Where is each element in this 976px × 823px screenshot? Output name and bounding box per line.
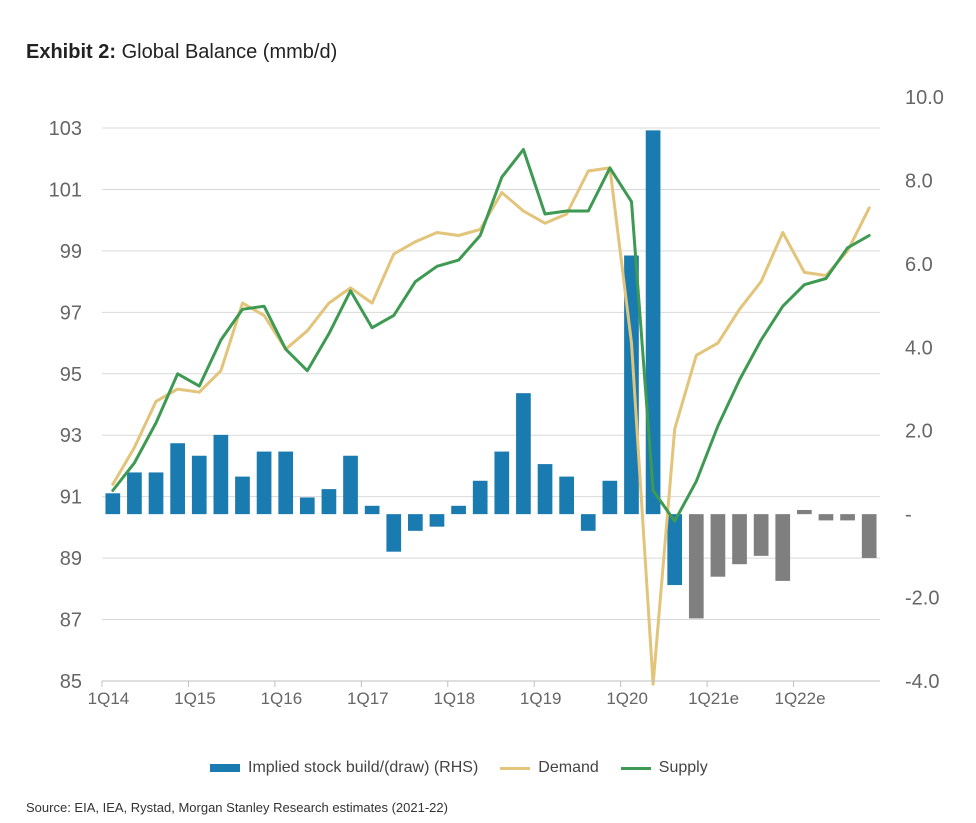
legend-label-demand: Demand xyxy=(538,759,599,776)
stock-build-bar xyxy=(213,434,229,515)
stock-build-bar xyxy=(408,514,423,531)
stock-build-bar xyxy=(321,489,337,515)
supply-line xyxy=(111,148,871,523)
legend-item-supply: Supply xyxy=(620,759,708,777)
stock-build-bar xyxy=(537,464,553,515)
x-tick-label: 1Q16 xyxy=(261,689,303,708)
exhibit-label: Exhibit 2: xyxy=(26,41,117,63)
y-right-tick-label: -2.0 xyxy=(905,588,939,610)
legend-label-supply: Supply xyxy=(658,759,708,776)
y-right-tick-label: - xyxy=(905,504,912,526)
x-tick-label: 1Q18 xyxy=(433,689,475,708)
y-left-tick-label: 85 xyxy=(60,671,82,693)
legend-label-stock: Implied stock build/(draw) (RHS) xyxy=(248,759,479,776)
gridlines xyxy=(102,127,880,682)
stock-build-bar xyxy=(840,514,855,521)
stock-build-bar xyxy=(472,480,488,515)
legend-swatch-demand xyxy=(500,766,531,770)
x-tick-label: 1Q21e xyxy=(688,689,739,708)
bar-series xyxy=(105,130,877,619)
stock-build-bar xyxy=(170,443,185,515)
stock-build-bar xyxy=(451,505,466,515)
stock-build-bar xyxy=(580,514,596,531)
stock-build-bar xyxy=(516,393,531,515)
stock-build-bar xyxy=(645,130,661,515)
legend-item-demand: Demand xyxy=(500,759,599,777)
x-tick-label: 1Q15 xyxy=(174,689,216,708)
x-tick-label: 1Q19 xyxy=(520,689,562,708)
stock-build-bar xyxy=(235,476,250,515)
x-tick-label: 1Q14 xyxy=(88,689,130,708)
stock-build-bar xyxy=(688,514,704,619)
stock-build-bar xyxy=(364,505,380,515)
stock-build-bar xyxy=(732,514,747,565)
stock-build-bar xyxy=(797,509,812,515)
y-right-tick-label: 8.0 xyxy=(905,170,933,192)
stock-build-bar xyxy=(299,497,315,515)
stock-build-bar xyxy=(775,514,791,581)
y-left-tick-label: 97 xyxy=(60,302,82,324)
source-note: Source: EIA, IEA, Rystad, Morgan Stanley… xyxy=(26,800,448,815)
x-tick-label: 1Q22e xyxy=(775,689,826,708)
stock-build-bar xyxy=(559,476,574,515)
y-left-tick-label: 99 xyxy=(60,241,82,263)
axes: 8587899193959799101103-4.0-2.0-2.04.06.0… xyxy=(49,87,944,708)
legend-swatch-supply xyxy=(620,766,651,770)
y-left-tick-label: 93 xyxy=(60,425,82,447)
stock-build-bar xyxy=(278,451,294,515)
stock-build-bar xyxy=(127,472,142,515)
stock-build-bar xyxy=(861,514,877,558)
x-tick-label: 1Q20 xyxy=(606,689,648,708)
stock-build-bar xyxy=(429,514,445,527)
stock-build-bar xyxy=(818,514,834,521)
y-left-tick-label: 87 xyxy=(60,610,82,632)
y-right-tick-label: 10.0 xyxy=(905,87,944,109)
y-right-tick-label: 4.0 xyxy=(905,337,933,359)
stock-build-bar xyxy=(191,455,207,515)
demand-line xyxy=(111,166,871,686)
x-tick-label: 1Q17 xyxy=(347,689,389,708)
chart-title: Exhibit 2: Global Balance (mmb/d) xyxy=(26,41,337,64)
legend: Implied stock build/(draw) (RHS) Demand … xyxy=(210,758,730,778)
stock-build-bar xyxy=(667,514,683,586)
legend-item-stock: Implied stock build/(draw) (RHS) xyxy=(210,759,478,777)
stock-build-bar xyxy=(602,480,618,515)
y-right-tick-label: 6.0 xyxy=(905,254,933,276)
stock-build-bar xyxy=(753,514,769,556)
y-left-tick-label: 89 xyxy=(60,548,82,570)
stock-build-bar xyxy=(105,493,121,515)
y-left-tick-label: 95 xyxy=(60,364,82,386)
stock-build-bar xyxy=(256,451,272,515)
y-right-tick-label: -4.0 xyxy=(905,671,939,693)
stock-build-bar xyxy=(148,472,164,515)
y-left-tick-label: 103 xyxy=(49,118,82,140)
stock-build-bar xyxy=(494,451,510,515)
line-series xyxy=(111,148,871,686)
y-left-tick-label: 101 xyxy=(49,179,82,201)
legend-swatch-stock xyxy=(210,764,240,772)
title-text: Global Balance (mmb/d) xyxy=(121,41,338,63)
stock-build-bar xyxy=(386,514,402,552)
stock-build-bar xyxy=(343,455,358,515)
y-left-tick-label: 91 xyxy=(60,487,82,509)
stock-build-bar xyxy=(710,514,726,577)
y-right-tick-label: 2.0 xyxy=(905,421,933,443)
